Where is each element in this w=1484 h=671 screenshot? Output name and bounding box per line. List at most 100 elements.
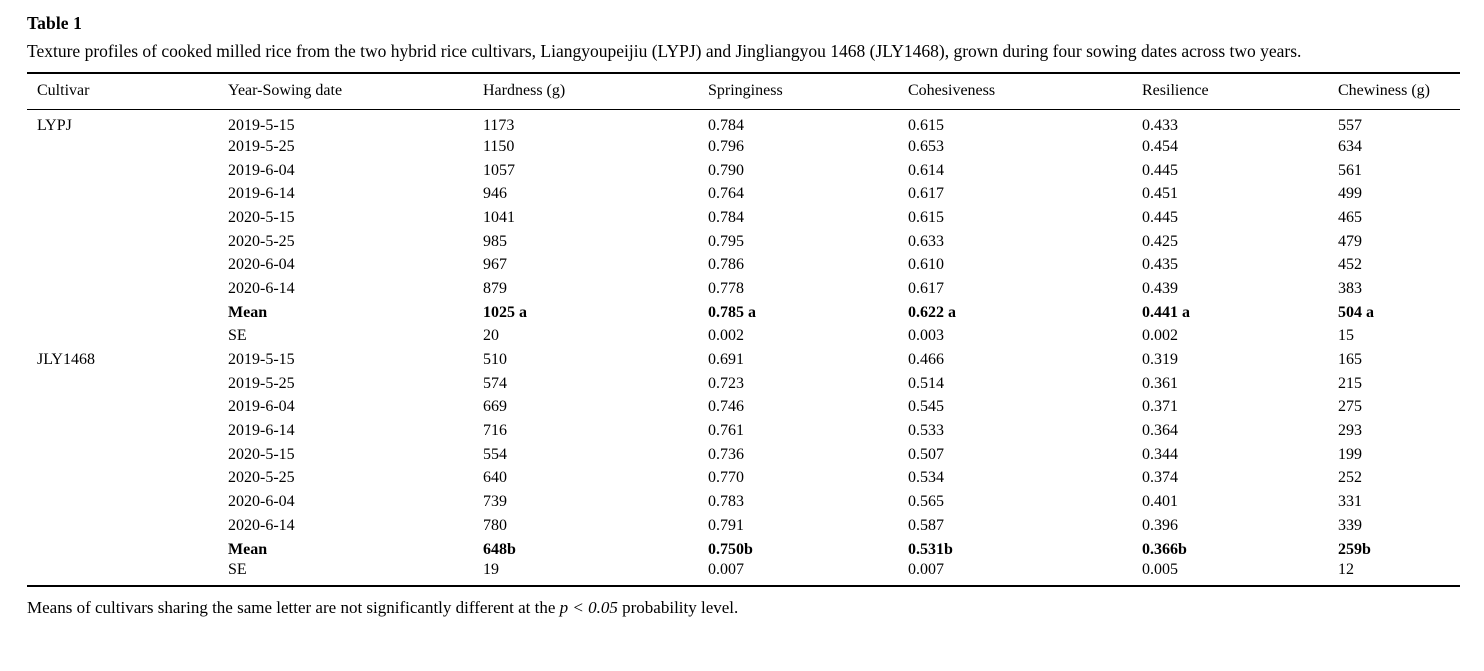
table-row: 2019-5-25 1150 0.796 0.653 0.454 634 (27, 135, 1460, 159)
springiness-cell: 0.796 (708, 137, 744, 155)
resilience-cell: 0.396 (1142, 516, 1178, 534)
table-row: 2020-5-15 1041 0.784 0.615 0.445 465 (27, 206, 1460, 230)
cultivar-cell (27, 182, 228, 206)
cohesiveness-cell: 0.653 (908, 137, 944, 155)
chewiness-cell: 12 (1338, 561, 1460, 588)
resilience-cell: 0.374 (1142, 469, 1178, 487)
cohesiveness-cell: 0.007 (908, 561, 1142, 588)
resilience-cell: 0.445 (1142, 208, 1178, 226)
table-row: Mean 648b 0.750b 0.531b 0.366b 259b (27, 538, 1460, 562)
chewiness-cell: 561 (1338, 161, 1362, 179)
cultivar-cell (27, 277, 228, 301)
table-row: 2020-5-25 985 0.795 0.633 0.425 479 (27, 230, 1460, 254)
sowing-date-cell: 2020-6-14 (228, 279, 295, 297)
cultivar-cell (27, 372, 228, 396)
springiness-cell: 0.007 (708, 561, 908, 588)
springiness-cell: 0.786 (708, 256, 744, 274)
cultivar-cell (27, 253, 228, 277)
hardness-cell: 554 (483, 445, 507, 463)
resilience-cell: 0.425 (1142, 232, 1178, 250)
cultivar-cell (27, 230, 228, 254)
table-label: Table 1 (27, 13, 83, 33)
resilience-cell: 0.371 (1142, 398, 1178, 416)
table-row: 2020-5-15 554 0.736 0.507 0.344 199 (27, 443, 1460, 467)
header-row: Cultivar Year-Sowing date Hardness (g) S… (27, 72, 1460, 110)
cohesiveness-cell: 0.615 (908, 117, 944, 134)
chewiness-cell: 165 (1338, 351, 1362, 369)
resilience-cell: 0.451 (1142, 185, 1178, 203)
table-row: LYPJ 2019-5-15 1173 0.784 0.615 0.433 557 (27, 110, 1460, 136)
sowing-date-cell: 2019-6-14 (228, 185, 295, 203)
springiness-cell: 0.764 (708, 185, 744, 203)
cohesiveness-cell: 0.610 (908, 256, 944, 274)
chewiness-cell: 293 (1338, 422, 1362, 440)
hardness-cell: 1057 (483, 161, 515, 179)
chewiness-cell: 15 (1338, 327, 1354, 345)
springiness-cell: 0.736 (708, 445, 744, 463)
resilience-cell: 0.364 (1142, 422, 1178, 440)
sowing-date-cell: 2020-5-15 (228, 445, 295, 463)
cohesiveness-cell: 0.533 (908, 422, 944, 440)
resilience-cell: 0.441 a (1142, 303, 1190, 321)
column-header-year-sowing-date: Year-Sowing date (228, 72, 483, 110)
cohesiveness-cell: 0.565 (908, 493, 944, 511)
sowing-date-cell: 2020-5-25 (228, 469, 295, 487)
cohesiveness-cell: 0.617 (908, 279, 944, 297)
hardness-cell: 1041 (483, 208, 515, 226)
cultivar-cell (27, 396, 228, 420)
hardness-cell: 967 (483, 256, 507, 274)
cultivar-cell: JLY1468 (37, 351, 95, 369)
column-header-springiness: Springiness (708, 72, 908, 110)
chewiness-cell: 634 (1338, 137, 1362, 155)
hardness-cell: 574 (483, 374, 507, 392)
springiness-cell: 0.770 (708, 469, 744, 487)
cohesiveness-cell: 0.531b (908, 540, 953, 558)
hardness-cell: 739 (483, 493, 507, 511)
hardness-cell: 946 (483, 185, 507, 203)
table-row: 2020-6-14 780 0.791 0.587 0.396 339 (27, 514, 1460, 538)
chewiness-cell: 259b (1338, 540, 1371, 558)
cultivar-cell (27, 538, 228, 562)
chewiness-cell: 499 (1338, 185, 1362, 203)
cohesiveness-cell: 0.003 (908, 327, 944, 345)
table-row: 2019-6-04 669 0.746 0.545 0.371 275 (27, 396, 1460, 420)
sowing-date-cell: 2020-6-04 (228, 256, 295, 274)
chewiness-cell: 331 (1338, 493, 1362, 511)
resilience-cell: 0.366b (1142, 540, 1187, 558)
resilience-cell: 0.344 (1142, 445, 1178, 463)
table-row: 2019-6-14 716 0.761 0.533 0.364 293 (27, 419, 1460, 443)
footnote-pvalue: p < 0.05 (559, 598, 618, 618)
hardness-cell: 1025 a (483, 303, 527, 321)
sowing-date-cell: SE (228, 561, 483, 588)
resilience-cell: 0.445 (1142, 161, 1178, 179)
sowing-date-cell: 2019-5-25 (228, 374, 295, 392)
texture-profile-table: Cultivar Year-Sowing date Hardness (g) S… (27, 72, 1460, 588)
cohesiveness-cell: 0.587 (908, 516, 944, 534)
springiness-cell: 0.691 (708, 351, 744, 369)
resilience-cell: 0.401 (1142, 493, 1178, 511)
springiness-cell: 0.746 (708, 398, 744, 416)
column-header-cultivar: Cultivar (27, 72, 228, 110)
cohesiveness-cell: 0.534 (908, 469, 944, 487)
sowing-date-cell: 2019-6-14 (228, 422, 295, 440)
chewiness-cell: 252 (1338, 469, 1362, 487)
sowing-date-cell: SE (228, 327, 247, 345)
sowing-date-cell: Mean (228, 540, 268, 558)
cultivar-cell (27, 514, 228, 538)
sowing-date-cell: 2019-6-04 (228, 398, 295, 416)
chewiness-cell: 275 (1338, 398, 1362, 416)
sowing-date-cell: Mean (228, 303, 268, 321)
sowing-date-cell: 2020-6-14 (228, 516, 295, 534)
hardness-cell: 716 (483, 422, 507, 440)
table-body: LYPJ 2019-5-15 1173 0.784 0.615 0.433 557 2019-… (27, 110, 1460, 588)
table-row: 2019-6-14 946 0.764 0.617 0.451 499 (27, 182, 1460, 206)
hardness-cell: 669 (483, 398, 507, 416)
springiness-cell: 0.778 (708, 279, 744, 297)
resilience-cell: 0.439 (1142, 279, 1178, 297)
springiness-cell: 0.002 (708, 327, 744, 345)
chewiness-cell: 479 (1338, 232, 1362, 250)
cohesiveness-cell: 0.545 (908, 398, 944, 416)
springiness-cell: 0.750b (708, 540, 753, 558)
chewiness-cell: 383 (1338, 279, 1362, 297)
